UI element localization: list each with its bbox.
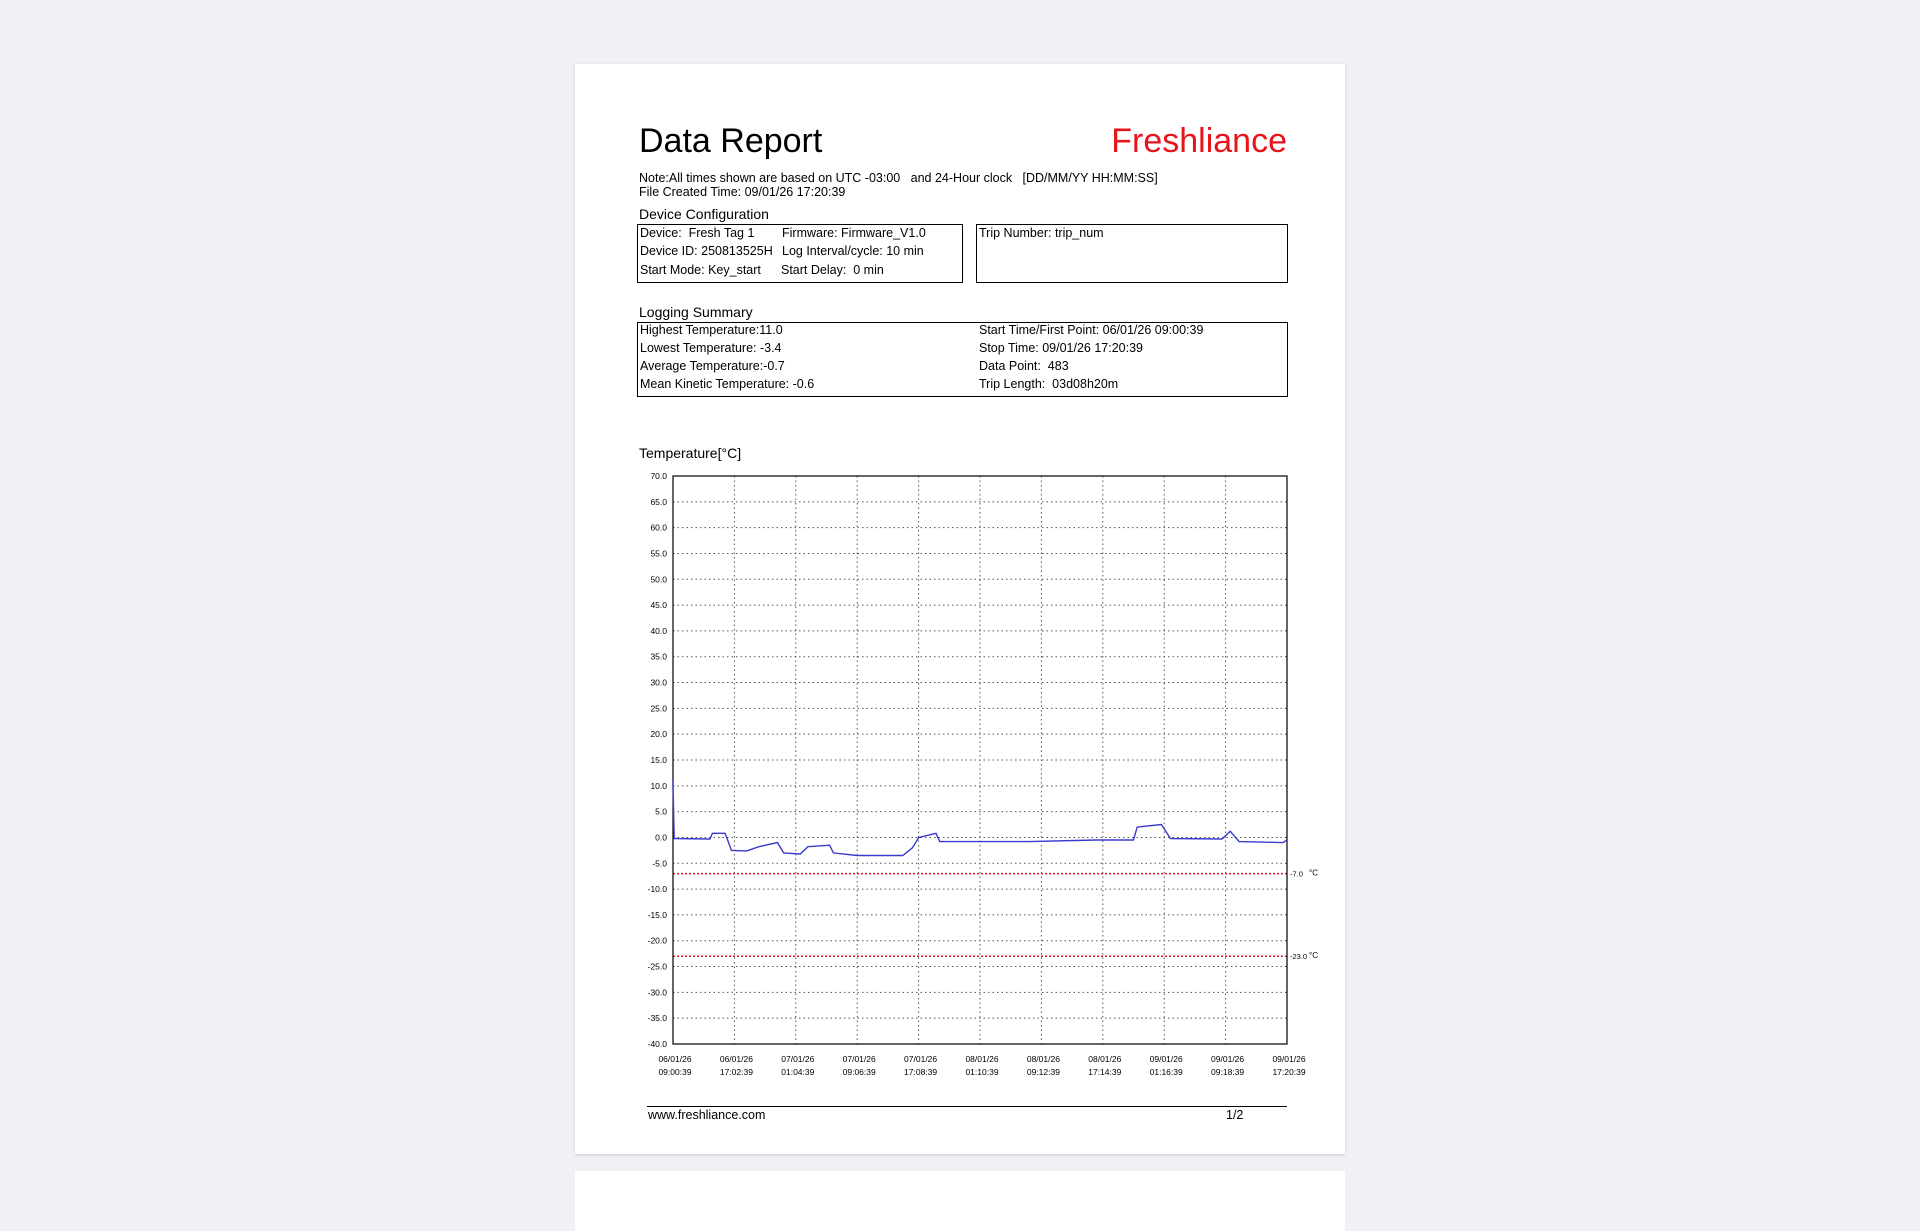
x-tick-time: 09:06:39 [843, 1067, 876, 1077]
plot-frame [672, 475, 1288, 1045]
device-config-box: Device: Fresh Tag 1 Firmware: Firmware_V… [637, 224, 963, 283]
x-tick-time: 01:16:39 [1150, 1067, 1183, 1077]
footer-divider [647, 1106, 1287, 1107]
x-tick-time: 17:14:39 [1088, 1067, 1121, 1077]
y-tick-label: -40.0 [648, 1039, 668, 1049]
x-tick-date: 09/01/26 [1211, 1054, 1244, 1064]
x-tick-date: 06/01/26 [720, 1054, 753, 1064]
y-tick-label: 5.0 [655, 807, 667, 817]
y-tick-label: -10.0 [648, 884, 668, 894]
y-tick-label: -20.0 [648, 936, 668, 946]
x-tick-date: 07/01/26 [904, 1054, 937, 1064]
note-text: Note:All times shown are based on UTC -0… [639, 171, 1158, 185]
x-tick-time: 17:02:39 [720, 1067, 753, 1077]
temperature-chart: 70.0 65.0 60.0 55.0 50.0 45.0 40.0 35.0 30.0 25.0… [648, 471, 1319, 1077]
log-interval: Log Interval/cycle: 10 min [782, 244, 924, 258]
x-tick-date: 08/01/26 [1088, 1054, 1121, 1064]
average-temp: Average Temperature:-0.7 [640, 359, 785, 373]
logging-summary-heading: Logging Summary [639, 304, 753, 320]
x-tick-date: 06/01/26 [658, 1054, 691, 1064]
chart-ylabel: Temperature[°C] [639, 445, 742, 461]
y-tick-label: -30.0 [648, 987, 668, 997]
y-tick-label: 35.0 [650, 652, 667, 662]
device-config-heading: Device Configuration [639, 206, 769, 222]
x-tick-time: 01:10:39 [965, 1067, 998, 1077]
x-tick-date: 08/01/26 [965, 1054, 998, 1064]
timezone-note: Note:All times shown are based on UTC -0… [639, 171, 1158, 199]
x-tick-time: 17:20:39 [1272, 1067, 1305, 1077]
x-tick-time: 09:18:39 [1211, 1067, 1244, 1077]
trip-number-box: Trip Number: trip_num [976, 224, 1288, 283]
x-tick-date: 07/01/26 [781, 1054, 814, 1064]
firmware: Firmware: Firmware_V1.0 [782, 226, 926, 240]
y-tick-label: 30.0 [650, 678, 667, 688]
y-tick-label: 10.0 [650, 781, 667, 791]
y-tick-label: 25.0 [650, 703, 667, 713]
y-tick-label: 40.0 [650, 626, 667, 636]
temperature-series-line [672, 780, 1288, 857]
y-tick-label: -35.0 [648, 1013, 668, 1023]
threshold-label: -7.0 [1290, 870, 1303, 879]
highest-temp: Highest Temperature:11.0 [640, 323, 783, 337]
y-tick-label: 65.0 [650, 497, 667, 507]
report-page: Data Report Freshliance Note:All times s… [575, 64, 1345, 1154]
y-tick-label: 70.0 [650, 471, 667, 481]
y-tick-label: 60.0 [650, 523, 667, 533]
logging-summary-box: Highest Temperature:11.0 Lowest Temperat… [637, 322, 1288, 397]
y-tick-label: 55.0 [650, 548, 667, 558]
trip-length: Trip Length: 03d08h20m [979, 377, 1119, 391]
page-title: Data Report [639, 122, 823, 160]
x-tick-time: 09:00:39 [658, 1067, 691, 1077]
x-tick-date: 09/01/26 [1272, 1054, 1305, 1064]
y-tick-label: -25.0 [648, 962, 668, 972]
data-points: Data Point: 483 [979, 359, 1069, 373]
threshold-unit: °C [1309, 869, 1318, 878]
brand-logo: Freshliance [1111, 122, 1287, 160]
threshold-unit: °C [1309, 951, 1318, 960]
start-delay: Start Delay: 0 min [781, 263, 884, 277]
y-tick-label: 45.0 [650, 600, 667, 610]
x-tick-date: 08/01/26 [1027, 1054, 1060, 1064]
file-created-time: File Created Time: 09/01/26 17:20:39 [639, 185, 846, 199]
y-tick-label: 15.0 [650, 755, 667, 765]
y-tick-label: -5.0 [652, 858, 667, 868]
mkt: Mean Kinetic Temperature: -0.6 [640, 377, 815, 391]
x-tick-date: 09/01/26 [1150, 1054, 1183, 1064]
x-tick-date: 07/01/26 [843, 1054, 876, 1064]
trip-number: Trip Number: trip_num [979, 226, 1104, 240]
y-tick-label: 50.0 [650, 574, 667, 584]
start-time: Start Time/First Point: 06/01/26 09:00:3… [979, 323, 1204, 337]
x-tick-time: 01:04:39 [781, 1067, 814, 1077]
x-tick-time: 17:08:39 [904, 1067, 937, 1077]
next-page [575, 1171, 1345, 1231]
device-name: Device: Fresh Tag 1 [640, 226, 755, 240]
device-id: Device ID: 250813525H [640, 244, 773, 258]
lowest-temp: Lowest Temperature: -3.4 [640, 341, 782, 355]
y-tick-label: 20.0 [650, 729, 667, 739]
threshold-label: -23.0 [1290, 952, 1307, 961]
y-tick-label: -15.0 [648, 910, 668, 920]
start-mode: Start Mode: Key_start [640, 263, 761, 277]
stop-time: Stop Time: 09/01/26 17:20:39 [979, 341, 1144, 355]
x-tick-time: 09:12:39 [1027, 1067, 1060, 1077]
page-number: 1/2 [1226, 1108, 1244, 1122]
y-tick-label: 0.0 [655, 832, 667, 842]
footer-url[interactable]: www.freshliance.com [648, 1108, 766, 1122]
